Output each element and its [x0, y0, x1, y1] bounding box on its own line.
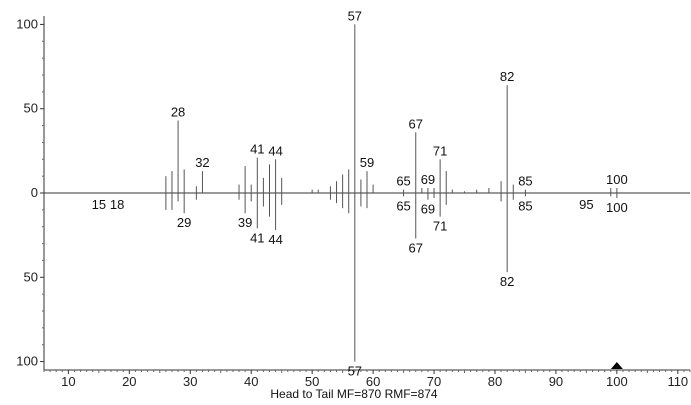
x-tick-label: 60	[366, 374, 380, 389]
tail-peak-label-100: 100	[606, 200, 628, 215]
y-tick-label: 50	[24, 101, 38, 116]
tail-peak-label-44: 44	[268, 232, 282, 247]
x-tick-label: 70	[427, 374, 441, 389]
x-tick-label: 20	[122, 374, 136, 389]
tail-peak-label-65: 65	[396, 198, 410, 213]
tail-peak-label-95: 95	[579, 197, 593, 212]
head-peak-label-65: 65	[396, 174, 410, 189]
head-peak-label-28: 28	[171, 105, 185, 120]
x-tick-label: 30	[183, 374, 197, 389]
tail-peak-label-18: 18	[110, 197, 124, 212]
x-axis-caption: Head to Tail MF=870 RMF=874	[270, 387, 438, 401]
tail-peak-label-15: 15	[92, 197, 106, 212]
tail-peak-label-69: 69	[421, 202, 435, 217]
y-tick-label: 50	[24, 269, 38, 284]
peaks-layer	[165, 24, 618, 362]
head-peak-label-100: 100	[606, 172, 628, 187]
tail-peak-label-29: 29	[177, 215, 191, 230]
x-tick-label: 90	[549, 374, 563, 389]
x-tick-label: 10	[61, 374, 75, 389]
tail-peak-label-39: 39	[238, 215, 252, 230]
head-peak-label-67: 67	[409, 116, 423, 131]
x-tick-label: 40	[244, 374, 258, 389]
tail-peak-label-85: 85	[518, 198, 532, 213]
x-tick-label: 50	[305, 374, 319, 389]
head-peak-label-32: 32	[195, 155, 209, 170]
head-peak-label-71: 71	[433, 143, 447, 158]
mass-marker-triangle	[610, 362, 623, 369]
y-tick-label: 100	[16, 16, 38, 31]
tail-peak-label-82: 82	[500, 274, 514, 289]
head-peak-label-41: 41	[250, 142, 264, 157]
head-peak-label-44: 44	[268, 143, 282, 158]
y-tick-label: 0	[31, 185, 38, 200]
tail-peak-label-67: 67	[409, 241, 423, 256]
head-peak-label-57: 57	[348, 8, 362, 23]
head-peak-label-82: 82	[500, 69, 514, 84]
x-tick-label: 80	[488, 374, 502, 389]
tail-peak-label-71: 71	[433, 219, 447, 234]
head-peak-label-85: 85	[518, 174, 532, 189]
axes-layer: 100 50 0 50 100 10 20 30 40 50 60 70 80 90 100 110	[16, 16, 691, 389]
tail-peak-label-41: 41	[250, 230, 264, 245]
tail-peak-label-57: 57	[348, 364, 362, 379]
head-peak-label-69: 69	[421, 172, 435, 187]
y-tick-label: 100	[16, 354, 38, 369]
head-peak-label-59: 59	[360, 155, 374, 170]
x-tick-label: 100	[606, 374, 628, 389]
x-tick-label: 110	[667, 374, 688, 389]
